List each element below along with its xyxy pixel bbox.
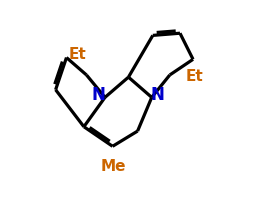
Text: N: N <box>151 86 165 104</box>
Text: Et: Et <box>69 47 87 62</box>
Text: Et: Et <box>186 68 204 84</box>
Text: Me: Me <box>101 159 126 174</box>
Text: N: N <box>92 86 106 104</box>
